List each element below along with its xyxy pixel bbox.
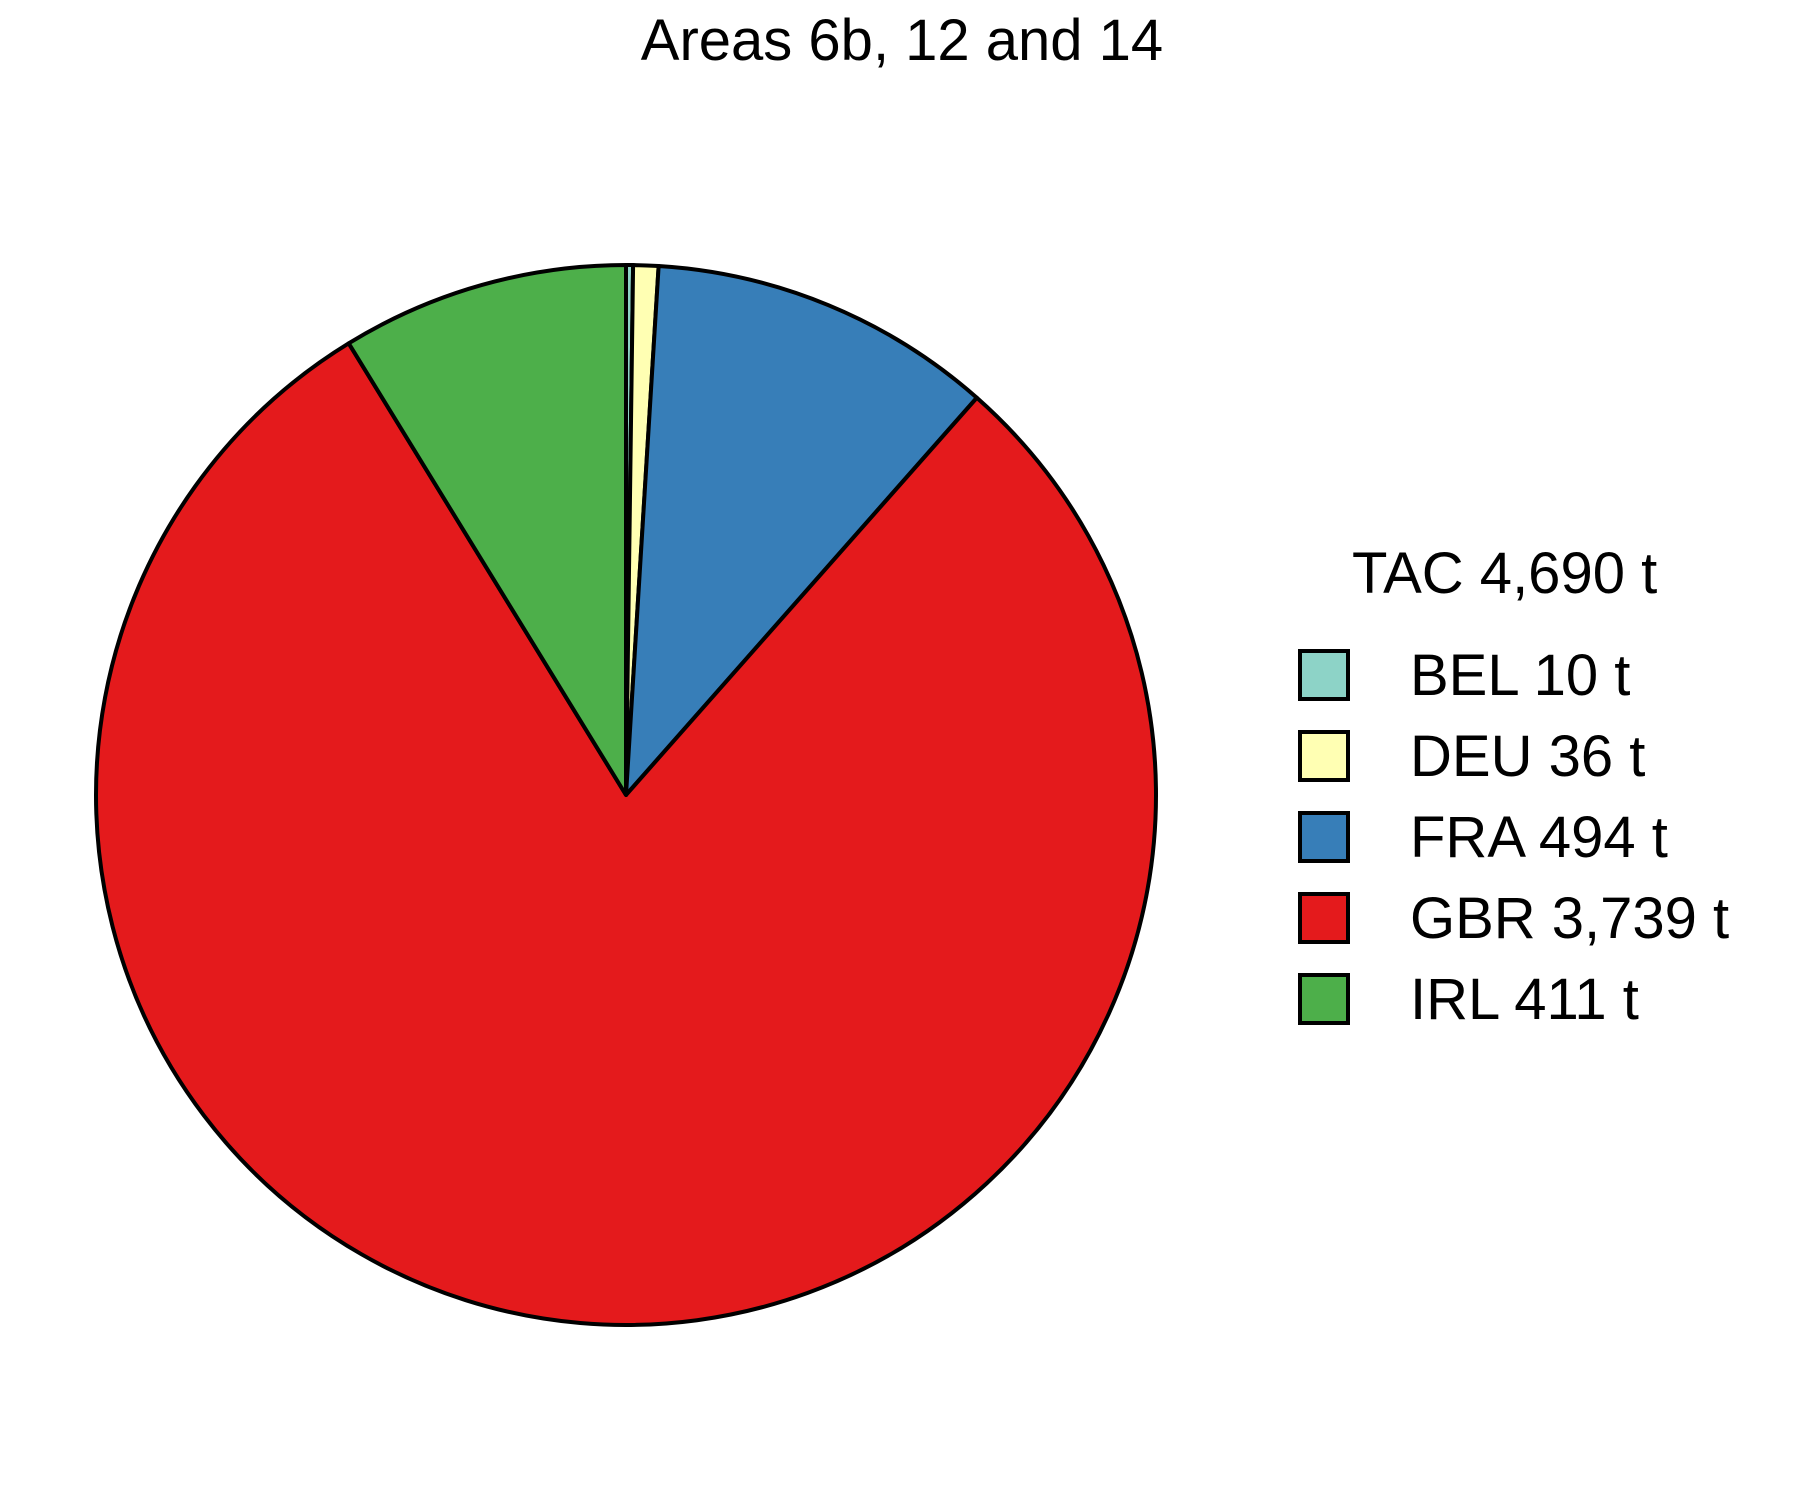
pie-slice-fra — [624, 264, 979, 797]
chart-title: Areas 6b, 12 and 14 — [641, 8, 1163, 73]
pie-slice-gbr — [94, 341, 1158, 1327]
legend-label-irl: IRL 411 t — [1410, 967, 1639, 1032]
legend-label-bel: BEL 10 t — [1410, 643, 1630, 708]
legend-swatch-gbr — [1298, 892, 1350, 944]
legend-title: TAC 4,690 t — [1352, 541, 1657, 606]
legend: TAC 4,690 t BEL 10 t DEU 36 t FRA 494 t GBR… — [1298, 541, 1729, 1032]
legend-items: BEL 10 t DEU 36 t FRA 494 t GBR 3,739 t IRL … — [1298, 643, 1729, 1032]
pie-slice-irl — [346, 263, 628, 797]
legend-label-deu: DEU 36 t — [1410, 724, 1645, 789]
legend-swatch-irl — [1298, 973, 1350, 1025]
legend-label-gbr: GBR 3,739 t — [1410, 886, 1729, 951]
legend-label-fra: FRA 494 t — [1410, 805, 1668, 870]
legend-swatch-deu — [1298, 730, 1350, 782]
pie-slices — [94, 263, 1158, 1327]
legend-swatch-fra — [1298, 811, 1350, 863]
legend-swatch-bel — [1298, 649, 1350, 701]
